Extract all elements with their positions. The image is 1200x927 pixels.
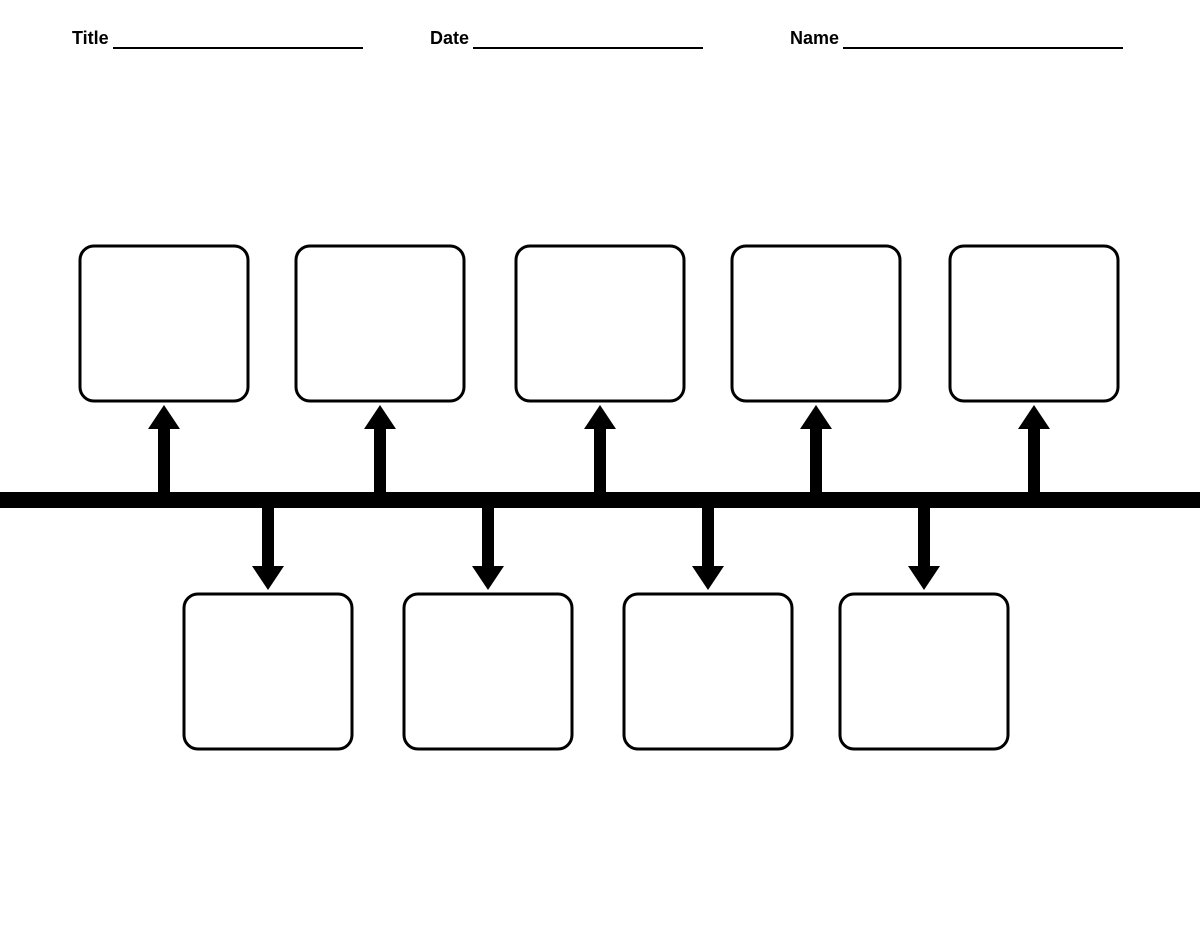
arrow-down-icon <box>472 500 504 590</box>
timeline-box-top-5[interactable] <box>950 246 1118 401</box>
arrow-down-icon <box>692 500 724 590</box>
arrow-up-icon <box>148 405 180 500</box>
arrow-down-icon <box>252 500 284 590</box>
timeline-box-top-4[interactable] <box>732 246 900 401</box>
timeline-box-bottom-4[interactable] <box>840 594 1008 749</box>
arrow-up-icon <box>364 405 396 500</box>
timeline-box-top-2[interactable] <box>296 246 464 401</box>
timeline-box-top-3[interactable] <box>516 246 684 401</box>
timeline-box-bottom-3[interactable] <box>624 594 792 749</box>
timeline-box-bottom-2[interactable] <box>404 594 572 749</box>
arrow-up-icon <box>800 405 832 500</box>
timeline-worksheet-page: TitleDateName <box>0 0 1200 927</box>
timeline-box-top-1[interactable] <box>80 246 248 401</box>
arrow-down-icon <box>908 500 940 590</box>
arrow-up-icon <box>1018 405 1050 500</box>
arrow-up-icon <box>584 405 616 500</box>
timeline-diagram <box>0 0 1200 927</box>
timeline-box-bottom-1[interactable] <box>184 594 352 749</box>
